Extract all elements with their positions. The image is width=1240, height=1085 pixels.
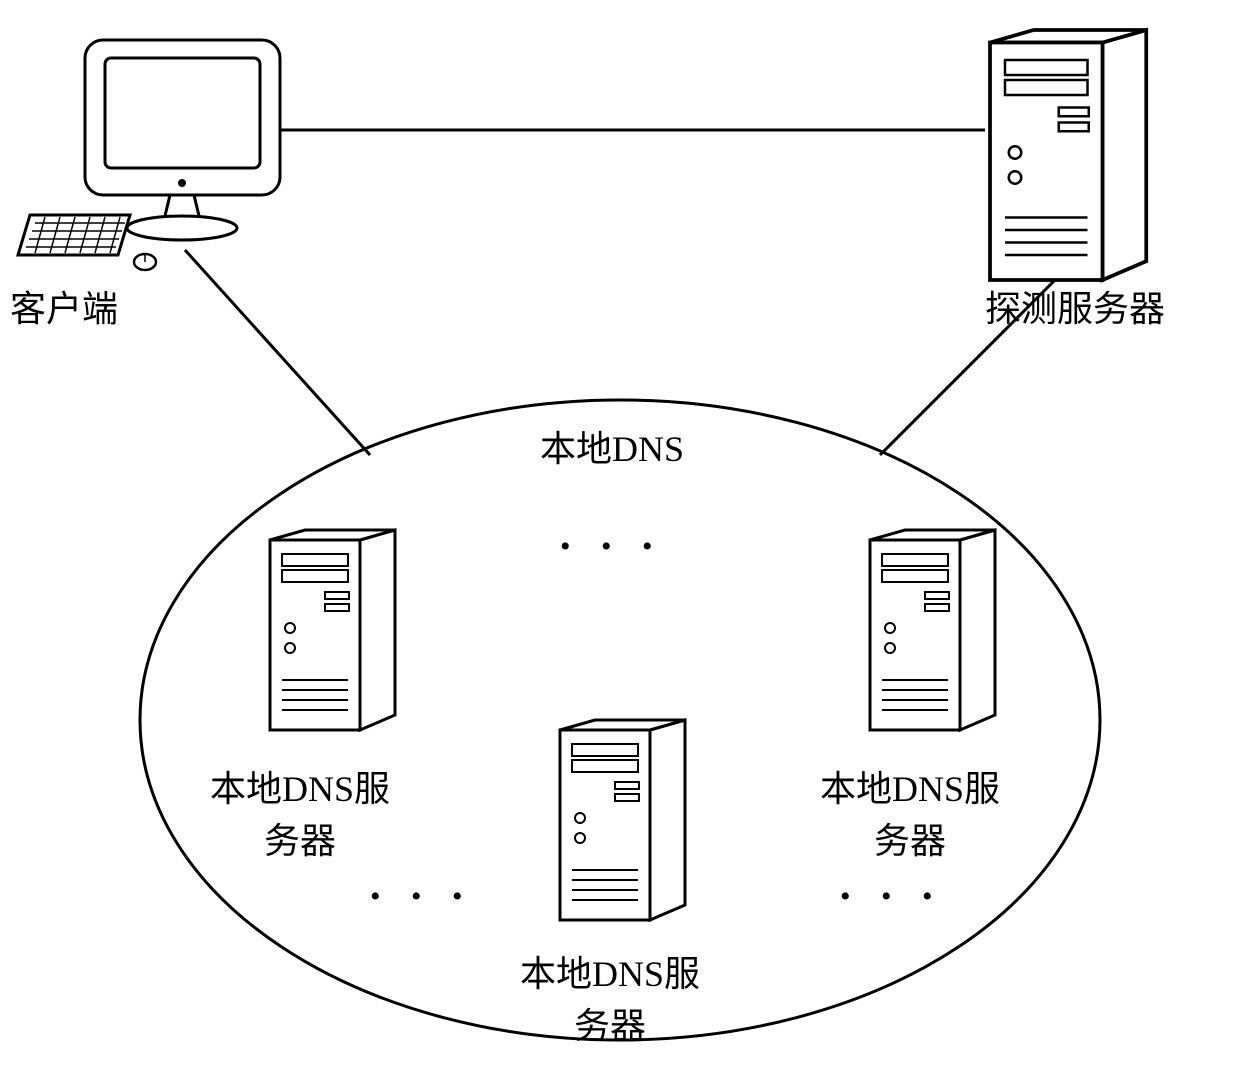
diagram-stage: 客户端 探测服务器 本地DNS 本地DNS服 务器 本地DNS服 务器 本地DN… bbox=[0, 0, 1240, 1085]
probe-server-label: 探测服务器 bbox=[985, 280, 1165, 332]
ellipsis-dots: • • • bbox=[560, 530, 655, 564]
ellipsis-dots: • • • bbox=[840, 880, 935, 914]
probe-server-icon bbox=[990, 30, 1146, 280]
ellipsis-dots: • • • bbox=[370, 880, 465, 914]
local-dns-title: 本地DNS bbox=[540, 420, 684, 472]
edges bbox=[185, 130, 1070, 455]
client-icon bbox=[18, 40, 280, 270]
local-dns-server-label: 本地DNS服 务器 bbox=[520, 945, 700, 1049]
local-dns-server-label: 本地DNS服 务器 bbox=[820, 760, 1000, 864]
local-dns-server-label: 本地DNS服 务器 bbox=[210, 760, 390, 864]
client-label: 客户端 bbox=[10, 280, 118, 332]
